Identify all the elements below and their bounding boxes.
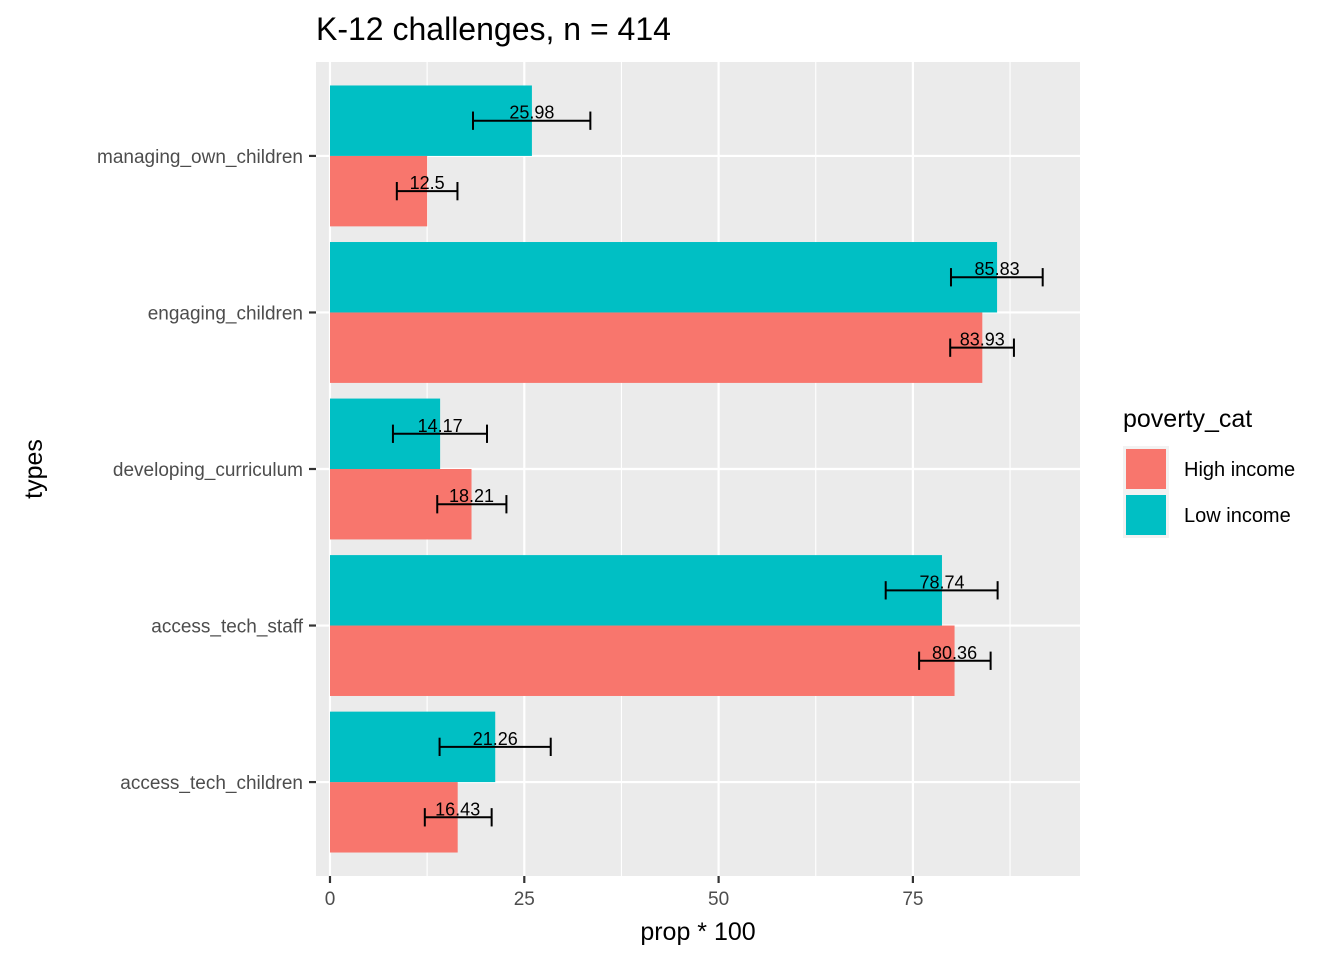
legend-title: poverty_cat [1123,405,1252,433]
x-axis-title: prop * 100 [640,918,755,946]
x-tick-label: 75 [902,889,923,910]
data-label-low-income: 14.17 [418,416,463,436]
chart-title: K-12 challenges, n = 414 [316,11,671,47]
y-axis-title: types [20,439,48,499]
bar-low-income [329,242,998,313]
data-label-low-income: 78.74 [919,572,964,592]
x-axis: 0 25 50 75 [325,876,923,910]
bar-low-income [329,555,942,626]
y-tick-label: engaging_children [148,303,303,324]
x-tick-label: 25 [514,889,535,910]
data-label-high-income: 12.5 [410,173,445,193]
data-label-low-income: 21.26 [473,729,518,749]
data-label-high-income: 18.21 [449,486,494,506]
data-label-low-income: 25.98 [509,103,554,123]
y-axis: access_tech_children access_tech_staff dev… [97,147,316,794]
data-label-high-income: 80.36 [932,643,977,663]
y-tick-label: managing_own_children [97,147,303,168]
y-tick-label: access_tech_staff [151,617,303,638]
x-tick-label: 0 [325,889,336,910]
legend-key-low-income [1126,495,1166,535]
data-label-high-income: 16.43 [435,799,480,819]
x-tick-label: 50 [708,889,729,910]
y-tick-label: access_tech_children [120,773,303,794]
data-labels: 16.43 80.36 18.21 83.93 12.5 21.26 78.74 14.17 8… [410,103,1020,820]
y-tick-label: developing_curriculum [113,460,303,481]
legend-key-high-income [1126,449,1166,489]
legend: poverty_cat High income Low income [1123,405,1295,538]
data-label-high-income: 83.93 [960,330,1005,350]
legend-label-low-income: Low income [1184,505,1291,527]
bar-high-income [329,625,955,696]
error-bars [391,111,1044,827]
legend-label-high-income: High income [1184,459,1295,481]
data-label-low-income: 85.83 [975,259,1020,279]
bar-high-income [329,312,983,383]
